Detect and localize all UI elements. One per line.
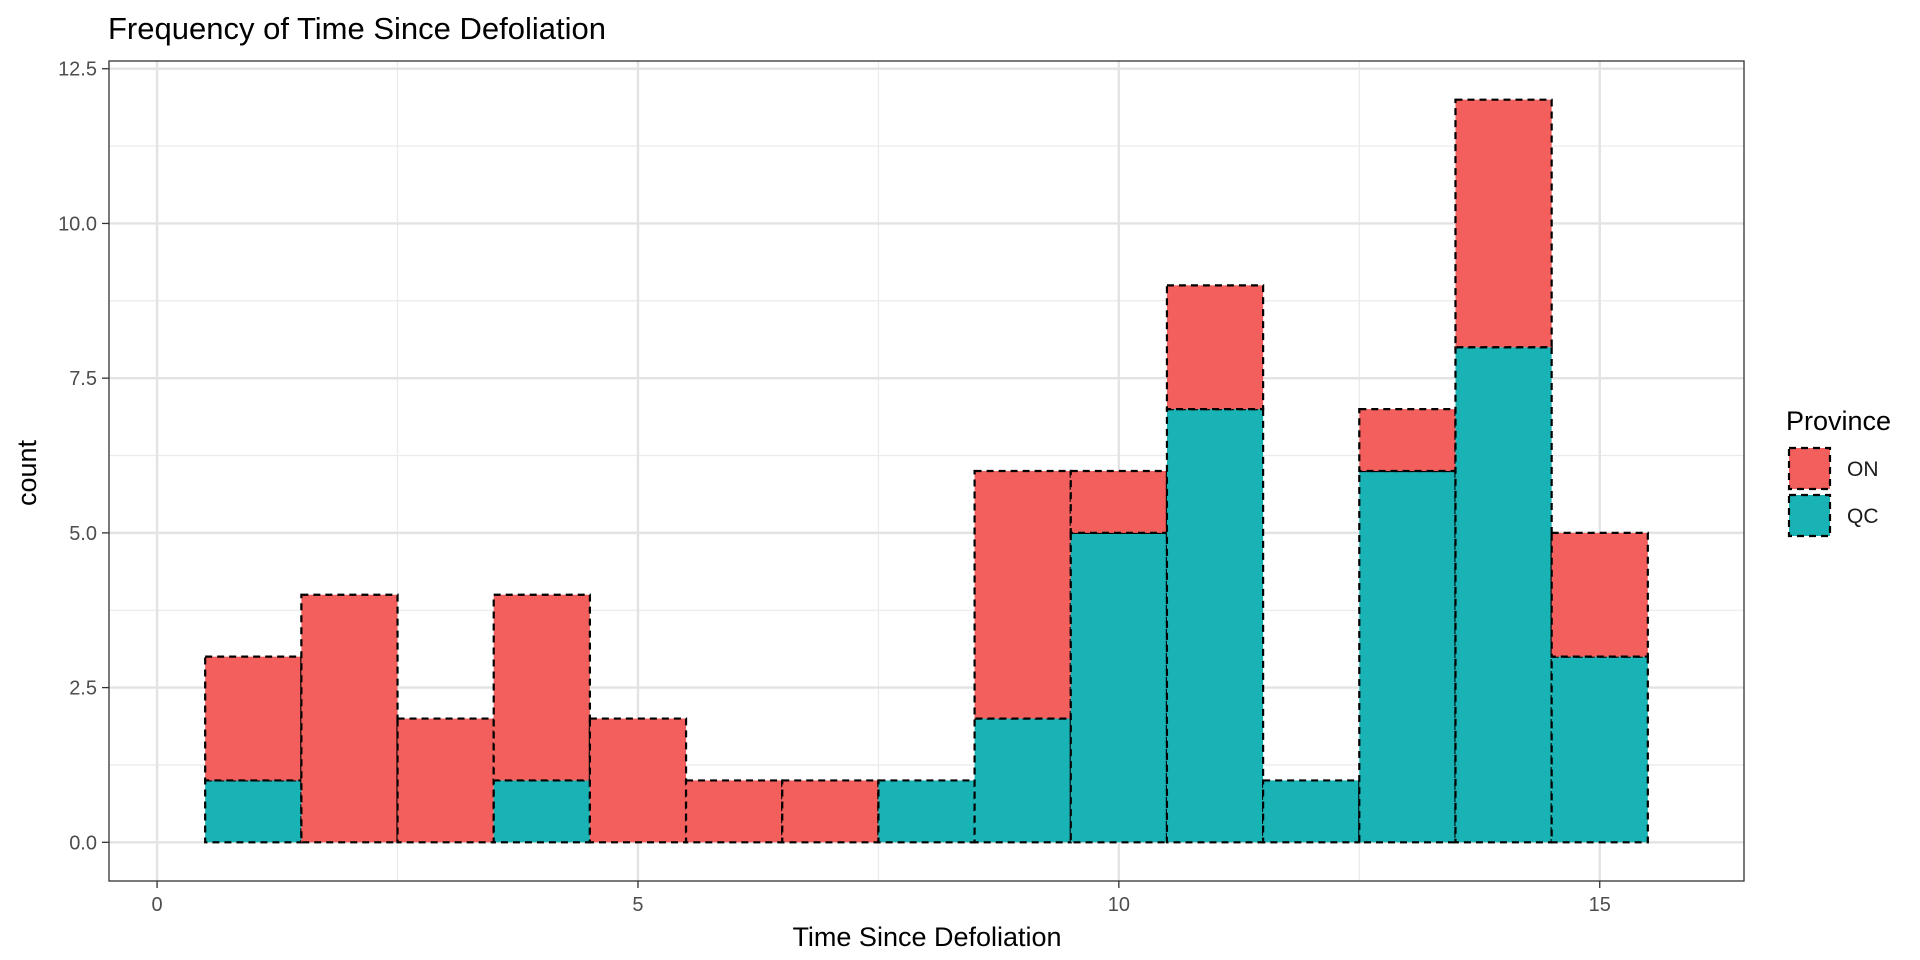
bar-qc-15	[1550, 655, 1649, 844]
chart-title: Frequency of Time Since Defoliation	[108, 11, 606, 46]
y-tick-label: 2.5	[69, 678, 97, 700]
bar-on-1	[204, 655, 303, 782]
legend: Province ON QC	[1786, 406, 1891, 538]
bar-qc-12	[1262, 779, 1361, 844]
bar-qc-9	[973, 717, 1072, 844]
bar-on-2	[300, 593, 399, 844]
bar-on-14	[1454, 98, 1553, 349]
x-tick-label: 0	[152, 894, 163, 916]
bar-on-4	[492, 593, 591, 782]
legend-label-qc: QC	[1847, 505, 1879, 528]
bars	[204, 98, 1649, 844]
bar-qc-8	[877, 779, 976, 844]
bar-on-9	[973, 469, 1072, 720]
bar-on-10	[1069, 469, 1169, 534]
y-tick-label: 7.5	[69, 368, 97, 390]
y-axis-title: count	[12, 439, 42, 506]
bar-qc-10	[1069, 531, 1169, 844]
bar-on-5	[588, 717, 688, 844]
x-tick-label: 15	[1589, 894, 1611, 916]
bar-qc-4	[492, 779, 591, 844]
bar-qc-13	[1358, 469, 1457, 844]
x-tick-label: 5	[632, 894, 643, 916]
bar-qc-11	[1165, 408, 1265, 844]
plot-panel-border	[108, 60, 1745, 882]
legend-key-qc	[1787, 493, 1832, 538]
bar-on-6	[684, 779, 784, 844]
y-tick-label: 12.5	[58, 59, 97, 81]
legend-key-on	[1787, 446, 1832, 491]
axes: 0 5 10 15 0.0 2.5 5.0 7.5 10.0 12.5	[58, 59, 1611, 916]
bar-on-13	[1358, 408, 1457, 473]
bar-on-15	[1550, 531, 1649, 658]
bar-on-11	[1165, 284, 1265, 411]
x-tick-label: 10	[1108, 894, 1130, 916]
bar-on-7	[781, 779, 880, 844]
y-tick-label: 0.0	[69, 832, 97, 854]
bar-on-3	[396, 717, 495, 844]
legend-title: Province	[1786, 406, 1891, 436]
y-tick-label: 5.0	[69, 523, 97, 545]
y-tick-label: 10.0	[58, 213, 97, 235]
legend-label-on: ON	[1847, 458, 1879, 481]
x-axis-title: Time Since Defoliation	[792, 922, 1061, 952]
bar-qc-1	[204, 779, 303, 844]
bar-qc-14	[1454, 346, 1553, 844]
